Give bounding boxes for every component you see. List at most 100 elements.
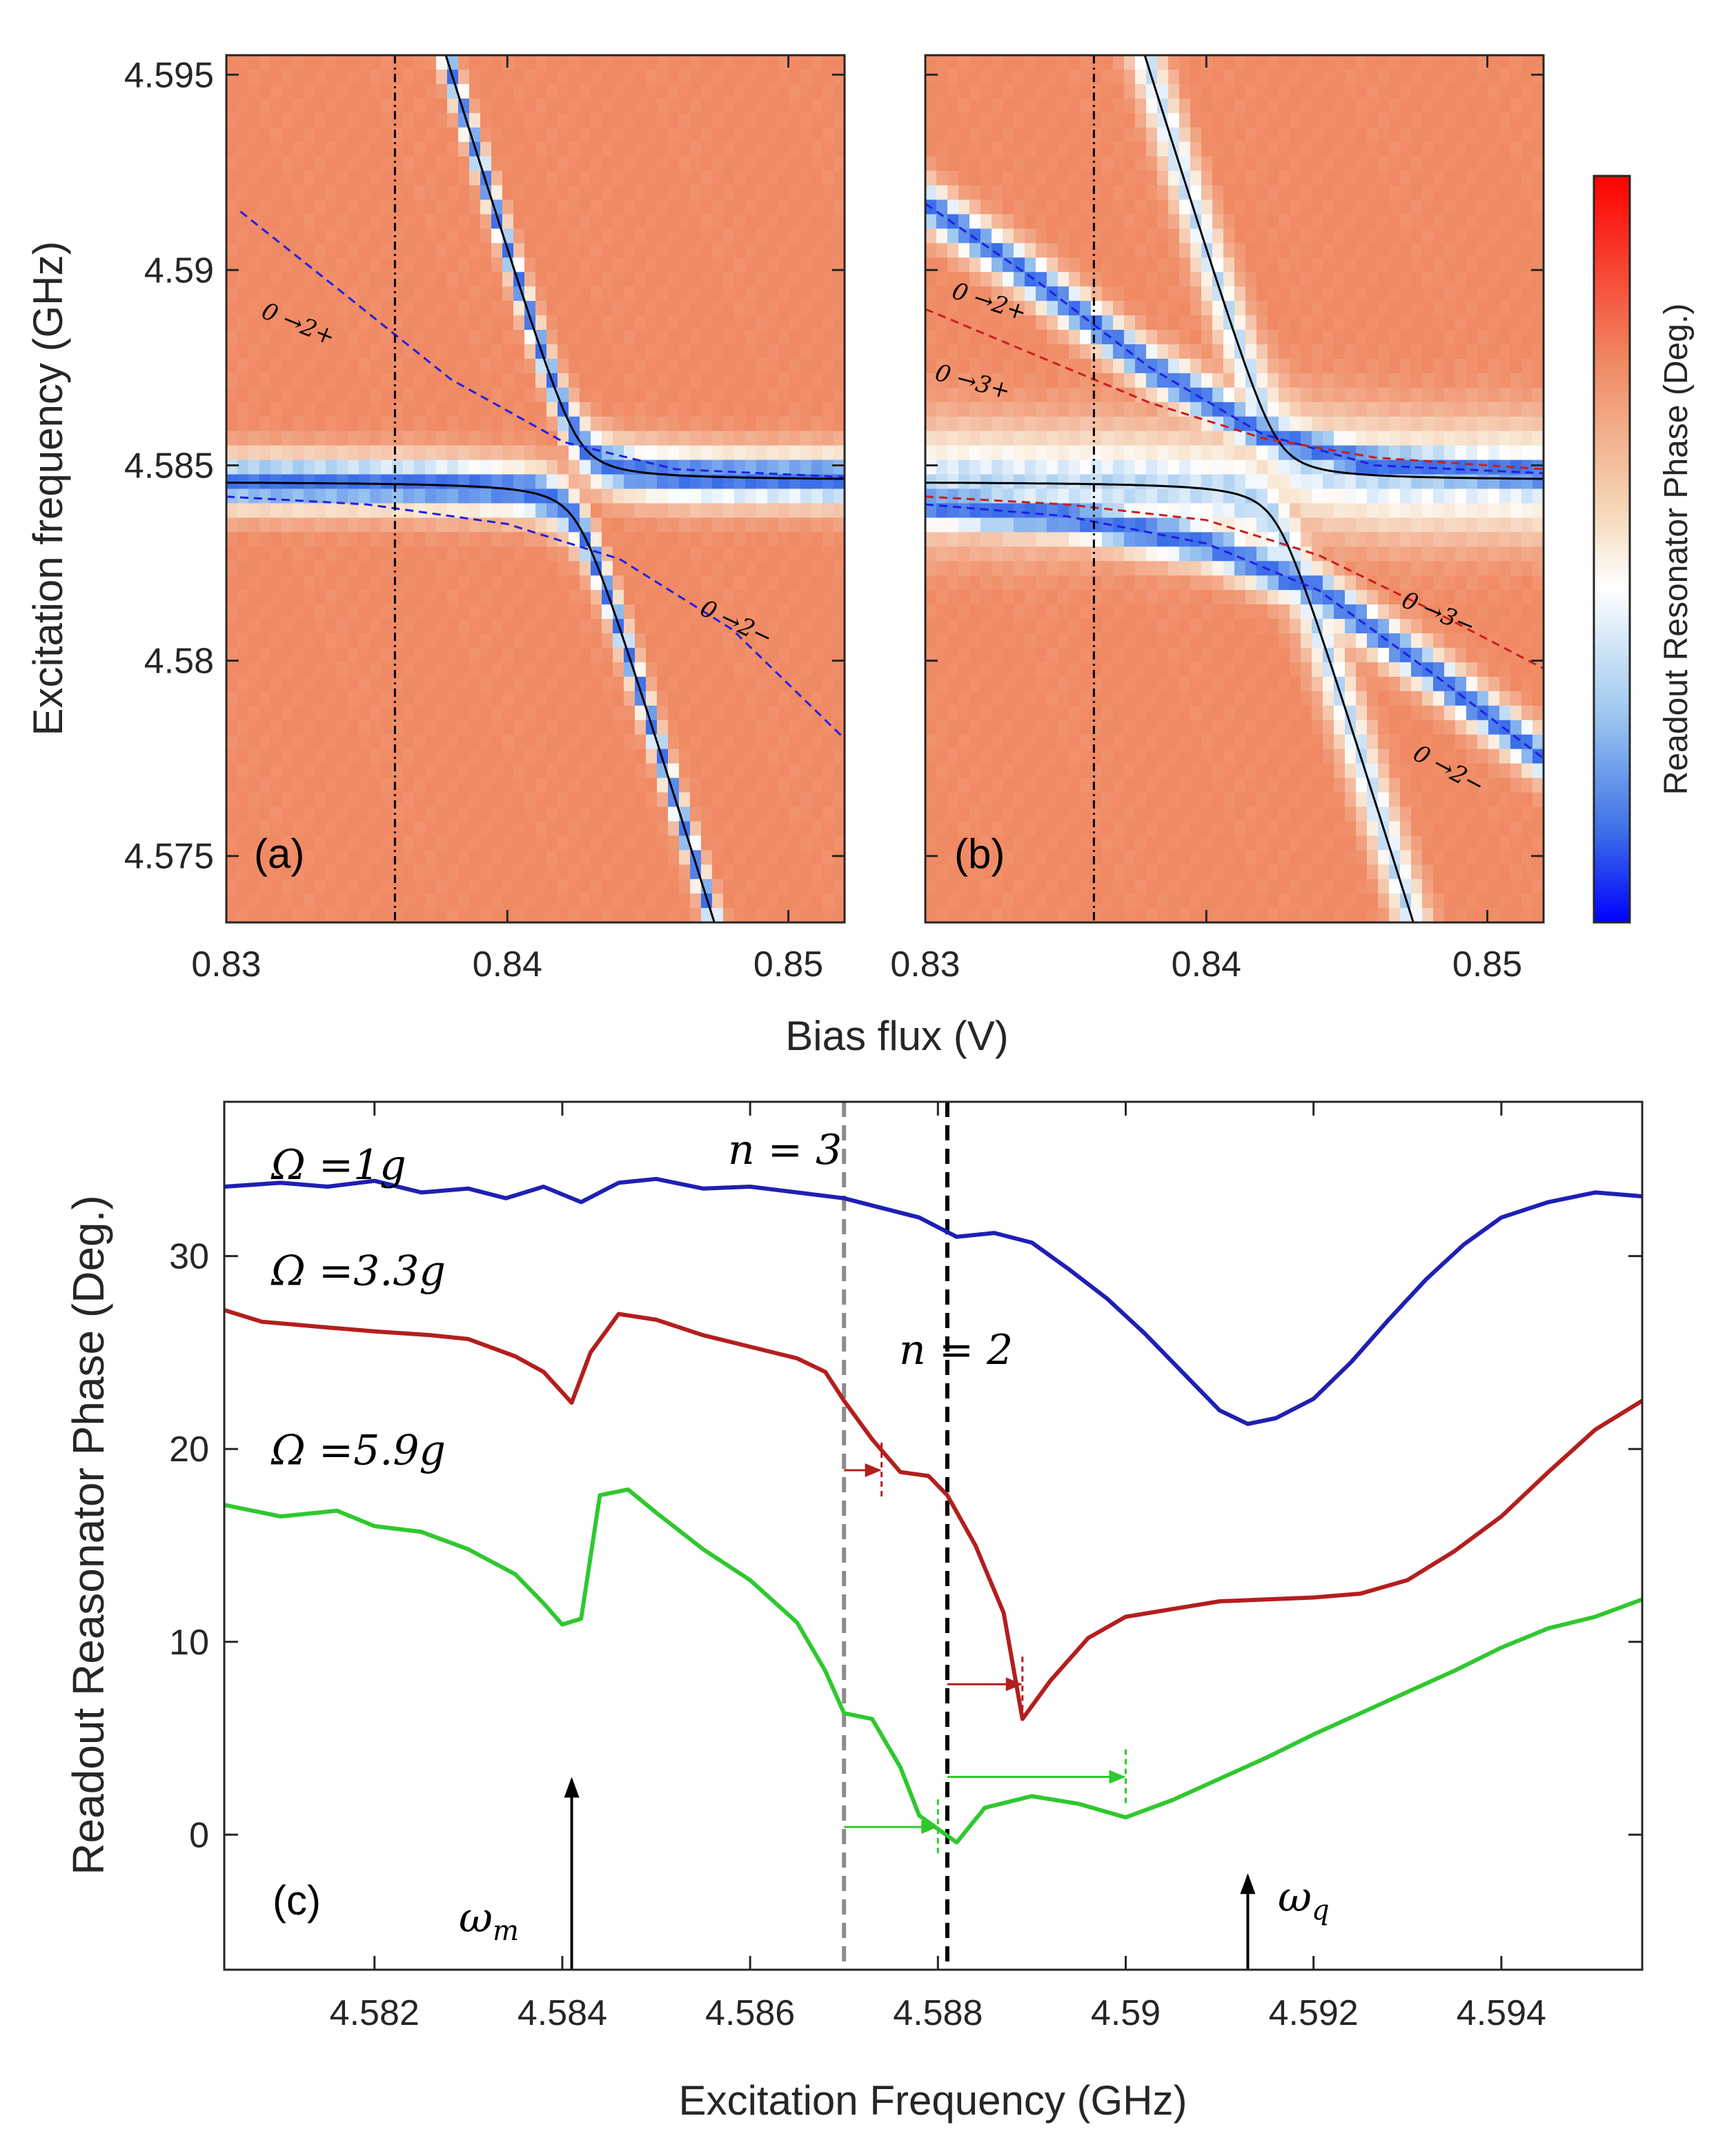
heatmap-cell xyxy=(834,575,845,591)
heatmap-cell xyxy=(657,662,669,678)
heatmap-cell xyxy=(958,662,970,678)
heatmap-cell xyxy=(936,402,948,417)
heatmap-cell xyxy=(535,112,547,128)
heatmap-cell xyxy=(690,416,702,432)
heatmap-cell xyxy=(337,879,348,894)
heatmap-cell xyxy=(947,662,959,678)
heatmap-cell xyxy=(491,647,503,663)
heatmap-cell xyxy=(1091,821,1103,837)
heatmap-cell xyxy=(502,821,514,837)
heatmap-cell xyxy=(326,575,337,591)
heatmap-cell xyxy=(502,864,514,880)
heatmap-cell xyxy=(789,503,801,519)
heatmap-cell xyxy=(1179,835,1191,851)
heatmap-cell xyxy=(502,416,514,432)
heatmap-cell xyxy=(1146,112,1158,128)
heatmap-cell xyxy=(635,69,647,85)
heatmap-cell xyxy=(789,83,801,99)
heatmap-cell xyxy=(822,156,834,172)
heatmap-cell xyxy=(524,286,536,301)
heatmap-cell xyxy=(458,734,470,750)
heatmap-cell xyxy=(1091,214,1103,230)
heatmap-cell xyxy=(712,691,724,706)
heatmap-cell xyxy=(834,344,845,359)
heatmap-cell xyxy=(679,517,691,533)
heatmap-cell xyxy=(1157,807,1169,822)
heatmap-cell xyxy=(591,604,602,620)
heatmap-cell xyxy=(1036,387,1047,403)
heatmap-cell xyxy=(392,749,404,764)
heatmap-cell xyxy=(226,662,238,678)
heatmap-cell xyxy=(282,199,293,215)
heatmap-cell xyxy=(392,850,404,865)
heatmap-cell xyxy=(337,344,348,359)
heatmap-cell xyxy=(1080,575,1092,591)
heatmap-cell xyxy=(789,850,801,865)
heatmap-cell xyxy=(480,662,492,678)
heatmap-cell xyxy=(1047,835,1058,851)
heatmap-cell xyxy=(248,604,260,620)
heatmap-cell xyxy=(469,301,481,316)
heatmap-cell xyxy=(491,662,503,678)
heatmap-cell xyxy=(745,575,757,591)
heatmap-cell xyxy=(359,850,371,865)
heatmap-cell xyxy=(602,474,613,490)
heatmap-cell xyxy=(947,734,959,750)
heatmap-cell xyxy=(403,850,415,865)
heatmap-cell xyxy=(270,98,282,114)
heatmap-cell xyxy=(800,503,812,519)
heatmap-cell xyxy=(1080,272,1092,287)
heatmap-cell xyxy=(1003,662,1014,678)
heatmap-cell xyxy=(1014,619,1025,634)
heatmap-cell xyxy=(558,575,569,591)
heatmap-cell xyxy=(1146,691,1158,706)
heatmap-cell xyxy=(1036,301,1047,316)
heatmap-cell xyxy=(436,720,448,735)
heatmap-cell xyxy=(800,893,812,909)
heatmap-cell xyxy=(992,387,1003,403)
heatmap-cell xyxy=(958,431,970,446)
heatmap-cell xyxy=(392,445,404,461)
heatmap-cell xyxy=(1014,315,1025,330)
heatmap-cell xyxy=(690,647,702,663)
heatmap-cell xyxy=(1058,214,1070,230)
heatmap-cell xyxy=(1003,488,1014,504)
heatmap-cell xyxy=(834,330,845,345)
heatmap-cell xyxy=(969,705,981,721)
heatmap-cell xyxy=(226,532,238,548)
heatmap-cell xyxy=(226,517,238,533)
heatmap-cell xyxy=(447,850,459,865)
heatmap-cell xyxy=(936,561,948,576)
heatmap-cell xyxy=(756,445,768,461)
heatmap-cell xyxy=(613,272,624,287)
heatmap-cell xyxy=(745,532,757,548)
heatmap-cell xyxy=(767,676,779,692)
heatmap-cell xyxy=(447,431,459,446)
heatmap-cell xyxy=(936,763,948,779)
heatmap-cell xyxy=(822,676,834,692)
heatmap-cell xyxy=(1157,662,1169,678)
heatmap-cell xyxy=(1124,315,1136,330)
heatmap-cell xyxy=(635,387,647,403)
heatmap-cell xyxy=(624,459,635,475)
heatmap-cell xyxy=(646,402,658,417)
heatmap-cell xyxy=(524,387,536,403)
heatmap-cell xyxy=(226,416,238,432)
heatmap-cell xyxy=(569,98,580,114)
heatmap-cell xyxy=(513,358,525,374)
heatmap-cell xyxy=(947,749,959,764)
heatmap-cell xyxy=(822,908,834,922)
heatmap-cell xyxy=(834,662,845,678)
heatmap-cell xyxy=(591,835,602,851)
heatmap-cell xyxy=(524,69,536,85)
heatmap-cell xyxy=(414,517,426,533)
heatmap-cell xyxy=(756,214,768,230)
heatmap-cell xyxy=(679,185,691,201)
heatmap-cell xyxy=(1157,705,1169,721)
heatmap-cell xyxy=(569,330,580,345)
heatmap-cell xyxy=(1124,893,1136,909)
heatmap-cell xyxy=(524,141,536,157)
heatmap-cell xyxy=(491,416,503,432)
heatmap-cell xyxy=(613,387,624,403)
heatmap-cell xyxy=(403,720,415,735)
